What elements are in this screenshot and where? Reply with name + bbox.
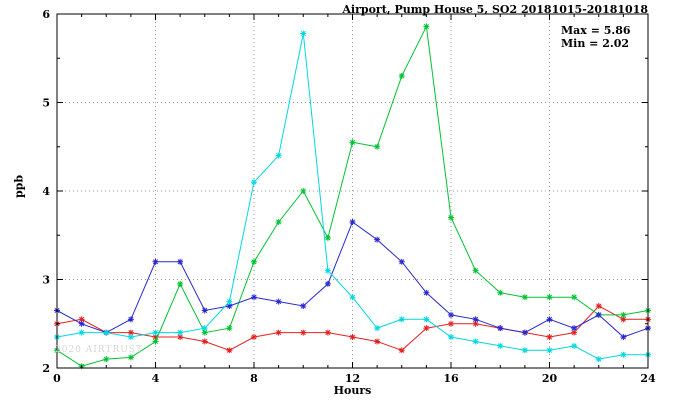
x-tick-label: 8 bbox=[250, 372, 258, 385]
x-axis-label: Hours bbox=[333, 384, 372, 397]
series-line-red bbox=[56, 305, 648, 351]
y-tick-label: 2 bbox=[42, 362, 50, 375]
y-axis-label: ppb bbox=[12, 174, 26, 199]
series-markers-cyan bbox=[54, 30, 651, 363]
y-tick-label: 4 bbox=[42, 185, 50, 198]
chart-title: Airport, Pump House 5, SO2 20181015-2018… bbox=[342, 3, 648, 16]
watermark: 2020 AIRTRUST bbox=[55, 345, 143, 355]
x-tick-label: 4 bbox=[152, 372, 160, 385]
series-line-green bbox=[56, 24, 649, 367]
x-tick-label: 16 bbox=[443, 372, 459, 385]
min-annotation: Min = 2.02 bbox=[561, 37, 630, 50]
y-tick-label: 6 bbox=[42, 8, 50, 21]
x-tick-label: 20 bbox=[542, 372, 558, 385]
series-markers-green bbox=[54, 23, 651, 370]
x-tick-label: 12 bbox=[345, 372, 360, 385]
y-tick-label: 5 bbox=[42, 97, 50, 110]
x-tick-label: 0 bbox=[53, 372, 61, 385]
y-tick-label: 3 bbox=[42, 274, 50, 287]
x-tick-label: 24 bbox=[640, 372, 656, 385]
max-annotation: Max = 5.86 bbox=[561, 24, 631, 37]
